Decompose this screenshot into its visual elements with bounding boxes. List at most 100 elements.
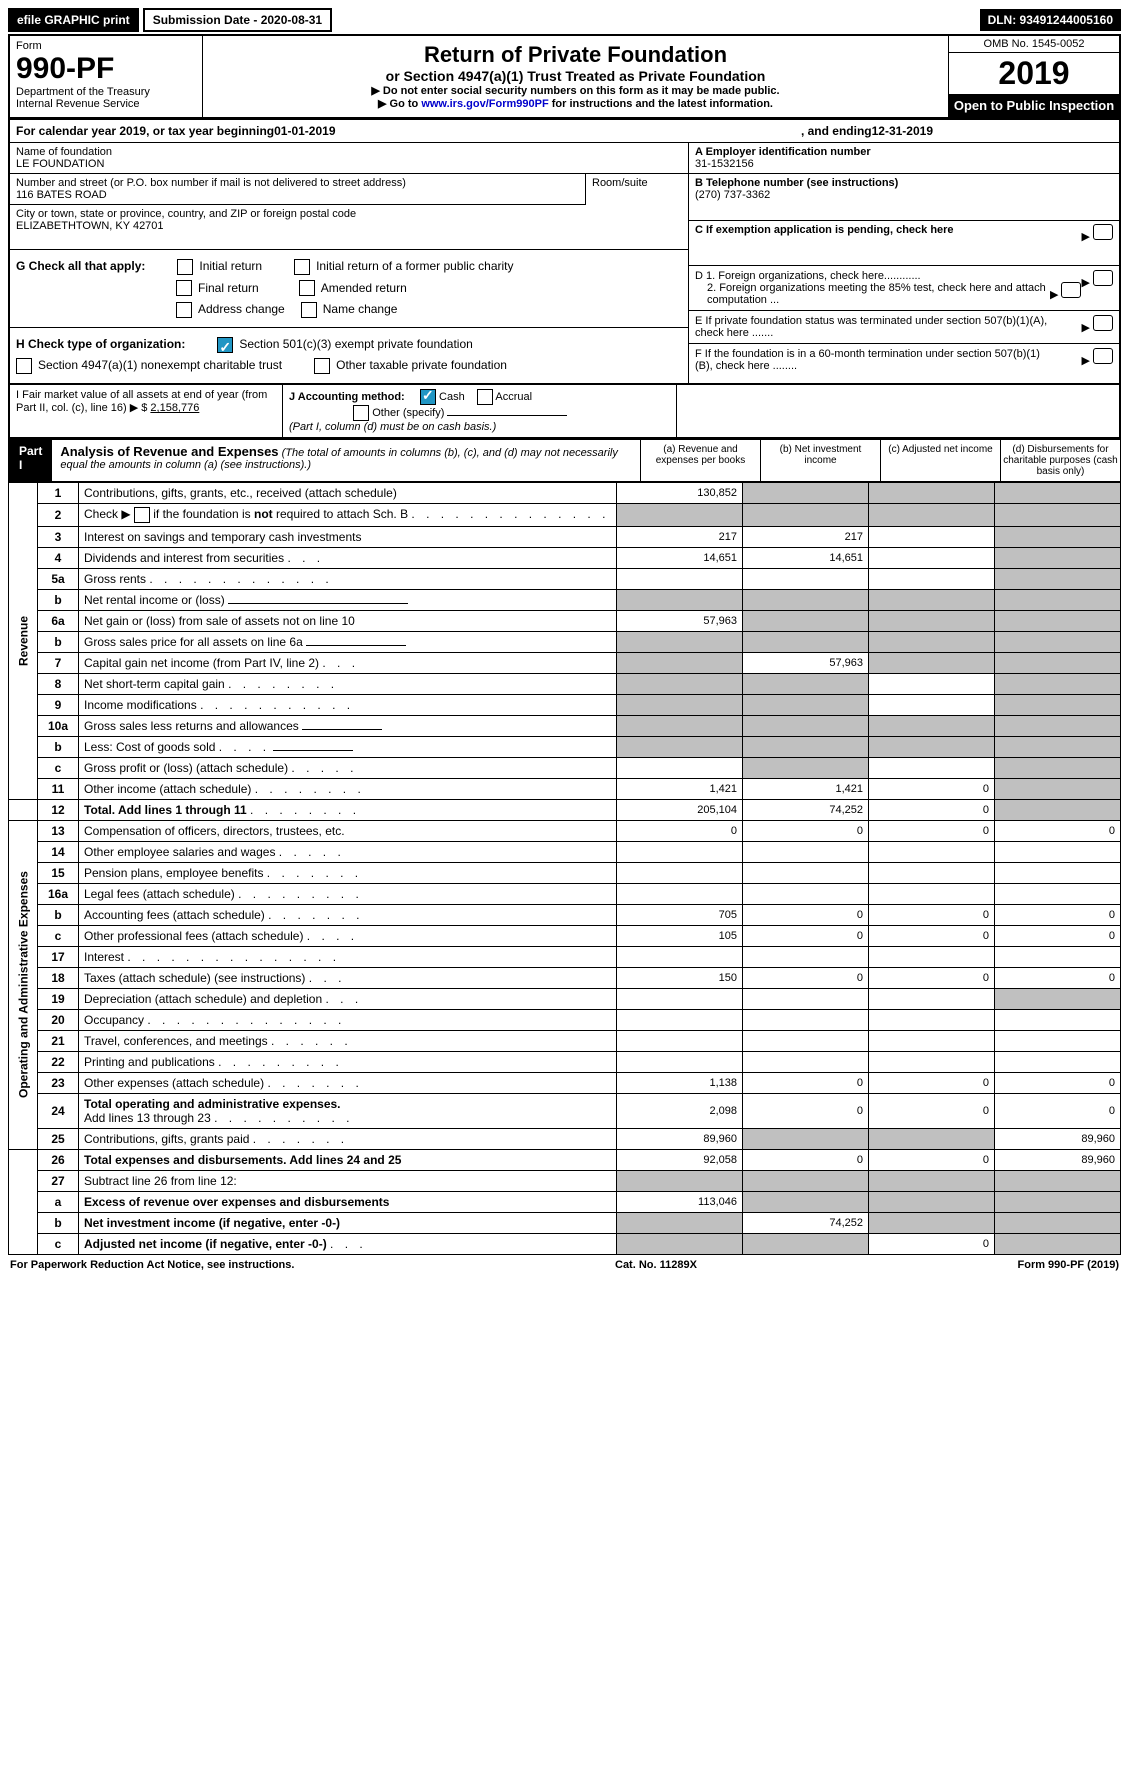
r12-b: 74,252: [743, 799, 869, 820]
city: ELIZABETHTOWN, KY 42701: [16, 220, 682, 232]
address-change-checkbox[interactable]: [176, 302, 192, 318]
r18-label: Taxes (attach schedule) (see instruction…: [79, 967, 617, 988]
r1-b: [743, 482, 869, 503]
addr-label: Number and street (or P.O. box number if…: [16, 177, 579, 189]
cal-mid: , and ending: [801, 124, 872, 138]
r18-d: 0: [995, 967, 1121, 988]
r9-label: Income modifications . . . . . . . . . .…: [79, 694, 617, 715]
r11-c: 0: [869, 778, 995, 799]
r16b-a: 705: [617, 904, 743, 925]
e-checkbox[interactable]: [1093, 315, 1113, 331]
4947-checkbox[interactable]: [16, 358, 32, 374]
form-note-2: ▶ Go to www.irs.gov/Form990PF for instru…: [209, 97, 942, 110]
footer-left: For Paperwork Reduction Act Notice, see …: [10, 1259, 294, 1271]
f-checkbox[interactable]: [1093, 348, 1113, 364]
row-num: 7: [38, 652, 79, 673]
r11-b: 1,421: [743, 778, 869, 799]
r5a-label: Gross rents . . . . . . . . . . . . .: [79, 568, 617, 589]
name-change-checkbox[interactable]: [301, 302, 317, 318]
row-num: 21: [38, 1030, 79, 1051]
r24-b: 0: [743, 1093, 869, 1128]
i-label: I Fair market value of all assets at end…: [16, 389, 267, 414]
row-num: 10a: [38, 715, 79, 736]
r11-label: Other income (attach schedule) . . . . .…: [79, 778, 617, 799]
r23-label: Other expenses (attach schedule) . . . .…: [79, 1072, 617, 1093]
r16c-b: 0: [743, 925, 869, 946]
r13-d: 0: [995, 820, 1121, 841]
501c3-checkbox[interactable]: [217, 337, 233, 353]
accrual-label: Accrual: [495, 391, 532, 403]
r26-c: 0: [869, 1149, 995, 1170]
f-label: F If the foundation is in a 60-month ter…: [695, 348, 1055, 372]
r18-c: 0: [869, 967, 995, 988]
row-num: 19: [38, 988, 79, 1009]
row-num: 24: [38, 1093, 79, 1128]
fmv-accounting-row: I Fair market value of all assets at end…: [8, 385, 1121, 439]
r24-a: 2,098: [617, 1093, 743, 1128]
d2-label: 2. Foreign organizations meeting the 85%…: [695, 282, 1047, 306]
form-subtitle: or Section 4947(a)(1) Trust Treated as P…: [209, 68, 942, 84]
row-num: c: [38, 1233, 79, 1254]
row-num: 4: [38, 547, 79, 568]
other-taxable-checkbox[interactable]: [314, 358, 330, 374]
row-num: 3: [38, 526, 79, 547]
initial-former-checkbox[interactable]: [294, 259, 310, 275]
r7-label: Capital gain net income (from Part IV, l…: [79, 652, 617, 673]
r3-b: 217: [743, 526, 869, 547]
d1-label: D 1. Foreign organizations, check here..…: [695, 270, 921, 282]
initial-return-checkbox[interactable]: [177, 259, 193, 275]
dln: DLN: 93491244005160: [980, 9, 1121, 31]
d1-checkbox[interactable]: [1093, 270, 1113, 286]
r24-d: 0: [995, 1093, 1121, 1128]
page-footer: For Paperwork Reduction Act Notice, see …: [8, 1255, 1121, 1275]
r16b-b: 0: [743, 904, 869, 925]
row-num: c: [38, 757, 79, 778]
r16c-a: 105: [617, 925, 743, 946]
r24-c: 0: [869, 1093, 995, 1128]
accrual-checkbox[interactable]: [477, 389, 493, 405]
col-a-header: (a) Revenue and expenses per books: [640, 440, 760, 481]
entity-info: Name of foundation LE FOUNDATION Number …: [8, 142, 1121, 385]
r10b-label: Less: Cost of goods sold . . . .: [79, 736, 617, 757]
r16c-c: 0: [869, 925, 995, 946]
sch-b-checkbox[interactable]: [134, 507, 150, 523]
r17-label: Interest . . . . . . . . . . . . . . .: [79, 946, 617, 967]
note2-post: for instructions and the latest informat…: [549, 98, 773, 110]
r25-a: 89,960: [617, 1128, 743, 1149]
c-checkbox[interactable]: [1093, 224, 1113, 240]
r22-label: Printing and publications . . . . . . . …: [79, 1051, 617, 1072]
room-label: Room/suite: [586, 174, 688, 205]
c-label: C If exemption application is pending, c…: [695, 224, 954, 236]
d2-checkbox[interactable]: [1061, 282, 1081, 298]
amended-return-checkbox[interactable]: [299, 280, 315, 296]
r21-label: Travel, conferences, and meetings . . . …: [79, 1030, 617, 1051]
row-num: 11: [38, 778, 79, 799]
final-return-checkbox[interactable]: [176, 280, 192, 296]
form-label: Form: [16, 40, 196, 52]
footer-mid: Cat. No. 11289X: [615, 1259, 697, 1271]
efile-print-button[interactable]: efile GRAPHIC print: [8, 8, 139, 32]
row-num: 18: [38, 967, 79, 988]
row-num: 2: [38, 503, 79, 526]
r26-b: 0: [743, 1149, 869, 1170]
r27b-label: Net investment income (if negative, ente…: [79, 1212, 617, 1233]
cal-end: 12-31-2019: [872, 124, 933, 138]
other-method-checkbox[interactable]: [353, 405, 369, 421]
other-taxable-label: Other taxable private foundation: [336, 355, 507, 377]
r4-b: 14,651: [743, 547, 869, 568]
r1-c: [869, 482, 995, 503]
r20-label: Occupancy . . . . . . . . . . . . . .: [79, 1009, 617, 1030]
ein-label: A Employer identification number: [695, 146, 871, 158]
irs-link[interactable]: www.irs.gov/Form990PF: [421, 98, 548, 110]
form-note-1: ▶ Do not enter social security numbers o…: [209, 84, 942, 97]
r16b-c: 0: [869, 904, 995, 925]
analysis-table: Revenue 1 Contributions, gifts, grants, …: [8, 482, 1121, 1255]
r16a-label: Legal fees (attach schedule) . . . . . .…: [79, 883, 617, 904]
footer-right: Form 990-PF (2019): [1018, 1259, 1119, 1271]
cash-checkbox[interactable]: [420, 389, 436, 405]
tax-year: 2019: [949, 53, 1119, 94]
foundation-name: LE FOUNDATION: [16, 158, 682, 170]
row-num: 5a: [38, 568, 79, 589]
r12-c: 0: [869, 799, 995, 820]
col-d-header: (d) Disbursements for charitable purpose…: [1000, 440, 1120, 481]
